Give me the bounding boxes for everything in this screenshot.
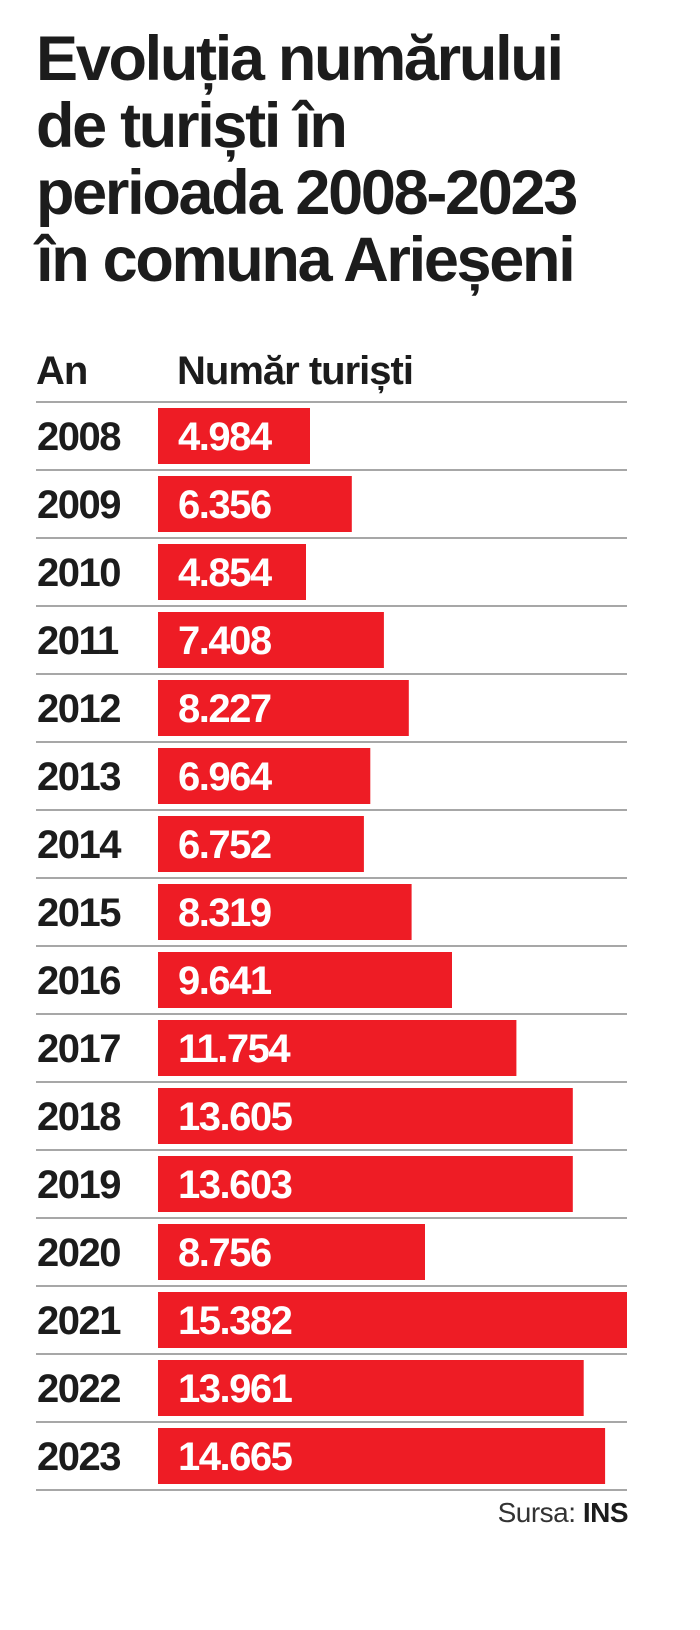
- bar: [158, 1428, 606, 1484]
- value-label: 6.356: [178, 483, 271, 527]
- bar: [158, 544, 306, 600]
- year-label: 2023: [37, 1435, 120, 1479]
- year-column-header: An: [36, 349, 88, 393]
- bar: [158, 952, 452, 1008]
- bar: [158, 748, 371, 804]
- year-label: 2012: [37, 687, 120, 731]
- year-label: 2021: [37, 1299, 121, 1343]
- year-label: 2009: [37, 483, 120, 527]
- bar: [158, 1020, 517, 1076]
- value-label: 8.319: [178, 891, 271, 935]
- bar: [158, 680, 409, 736]
- title-line: de turiști în: [36, 91, 348, 161]
- bar: [158, 884, 412, 940]
- bar: [158, 1360, 584, 1416]
- year-label: 2017: [37, 1027, 120, 1071]
- value-label: 14.665: [178, 1435, 293, 1479]
- value-label: 11.754: [178, 1027, 291, 1071]
- title-line: în comuna Arieșeni: [36, 225, 576, 295]
- bar: [158, 476, 352, 532]
- value-label: 13.961: [178, 1367, 293, 1411]
- bar: [158, 816, 364, 872]
- bar: [158, 1292, 627, 1348]
- value-column-header: Număr turiști: [177, 349, 414, 393]
- year-label: 2011: [37, 619, 119, 663]
- value-label: 6.752: [178, 823, 271, 867]
- value-label: 8.227: [178, 687, 271, 731]
- year-label: 2016: [37, 959, 120, 1003]
- year-label: 2010: [37, 551, 120, 595]
- value-label: 13.603: [178, 1163, 292, 1207]
- value-label: 15.382: [178, 1299, 292, 1343]
- title-line: Evoluția numărului: [36, 24, 564, 94]
- year-label: 2022: [37, 1367, 120, 1411]
- bar: [158, 1088, 573, 1144]
- bar: [158, 1156, 573, 1212]
- value-label: 6.964: [178, 755, 273, 799]
- year-label: 2020: [37, 1231, 120, 1275]
- source-label: Sursa:: [497, 1497, 576, 1528]
- value-label: 4.984: [178, 415, 273, 459]
- value-label: 4.854: [178, 551, 273, 595]
- year-label: 2018: [37, 1095, 121, 1139]
- year-label: 2008: [37, 415, 121, 459]
- source-name: INS: [582, 1497, 629, 1528]
- value-label: 7.408: [178, 619, 272, 663]
- bar: [158, 1224, 425, 1280]
- source-note: Sursa: INS: [497, 1496, 629, 1530]
- chart-title: Evoluția numărului de turiști în perioad…: [36, 26, 676, 294]
- value-label: 13.605: [178, 1095, 293, 1139]
- year-label: 2019: [37, 1163, 120, 1207]
- value-label: 8.756: [178, 1231, 271, 1275]
- year-label: 2015: [37, 891, 121, 935]
- title-line: perioada 2008-2023: [36, 158, 578, 228]
- value-label: 9.641: [178, 959, 272, 1003]
- year-label: 2014: [37, 823, 122, 867]
- bar: [158, 612, 384, 668]
- year-label: 2013: [37, 755, 120, 799]
- bar: [158, 408, 310, 464]
